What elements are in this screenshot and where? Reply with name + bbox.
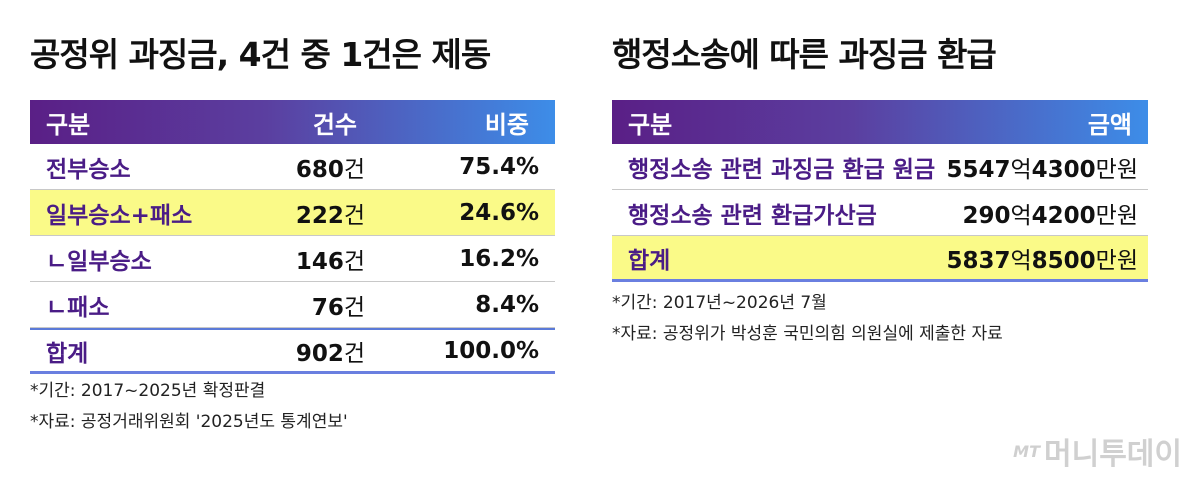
- row-label: ㄴ패소: [46, 294, 110, 321]
- right-notes: *기간: 2017년~2026년 7월 *자료: 공정위가 박성훈 국민의힘 의…: [612, 288, 1003, 350]
- row-label: ㄴ일부승소: [46, 248, 152, 275]
- table-row: ㄴ일부승소 146건 16.2%: [30, 236, 555, 282]
- right-table: 구분 금액 행정소송 관련 과징금 환급 원금 5547억4300만원 행정소송…: [612, 100, 1148, 282]
- row-count: 76건: [311, 294, 365, 321]
- header-amount: 금액: [1087, 110, 1132, 139]
- right-table-header: 구분 금액: [612, 100, 1148, 144]
- row-count: 146건: [295, 248, 365, 275]
- total-label: 합계: [46, 340, 89, 367]
- row-count: 222건: [295, 202, 365, 229]
- row-label: 합계: [628, 247, 671, 274]
- row-ratio: 24.6%: [459, 199, 539, 226]
- row-label: 일부승소+패소: [46, 202, 193, 229]
- row-ratio: 75.4%: [459, 153, 539, 180]
- row-ratio: 8.4%: [475, 291, 539, 318]
- note-source: *자료: 공정거래위원회 '2025년도 통계연보': [30, 412, 348, 432]
- logo-text: 머니투데이: [1044, 437, 1182, 472]
- table-row: 전부승소 680건 75.4%: [30, 144, 555, 190]
- left-table-header: 구분 건수 비중: [30, 100, 555, 144]
- table-row: 행정소송 관련 과징금 환급 원금 5547억4300만원: [612, 144, 1148, 190]
- right-title: 행정소송에 따른 과징금 환급: [612, 35, 997, 74]
- table-row: 일부승소+패소 222건 24.6%: [30, 190, 555, 236]
- note-period: *기간: 2017~2025년 확정판결: [30, 381, 266, 401]
- total-row: 합계 5837억8500만원: [612, 236, 1148, 282]
- publisher-logo: MT 머니투데이: [1013, 429, 1182, 473]
- total-count: 902건: [295, 340, 365, 367]
- total-row: 합계 902건 100.0%: [30, 328, 555, 374]
- total-ratio: 100.0%: [443, 337, 539, 364]
- row-label: 행정소송 관련 환급가산금: [628, 202, 877, 229]
- note-period: *기간: 2017년~2026년 7월: [612, 293, 827, 313]
- header-category: 구분: [628, 110, 673, 139]
- row-amount: 290억4200만원: [962, 202, 1138, 229]
- header-category: 구분: [46, 110, 91, 139]
- row-amount: 5547억4300만원: [946, 156, 1138, 183]
- left-notes: *기간: 2017~2025년 확정판결 *자료: 공정거래위원회 '2025년…: [30, 376, 348, 438]
- row-label: 전부승소: [46, 156, 131, 183]
- row-ratio: 16.2%: [459, 245, 539, 272]
- note-source: *자료: 공정위가 박성훈 국민의힘 의원실에 제출한 자료: [612, 324, 1003, 344]
- row-amount: 5837억8500만원: [946, 247, 1138, 274]
- header-ratio: 비중: [484, 110, 529, 139]
- row-count: 680건: [295, 156, 365, 183]
- table-row: ㄴ패소 76건 8.4%: [30, 282, 555, 328]
- header-count: 건수: [312, 110, 357, 139]
- left-table: 구분 건수 비중 전부승소 680건 75.4% 일부승소+패소 222건 24…: [30, 100, 555, 374]
- row-label: 행정소송 관련 과징금 환급 원금: [628, 156, 936, 183]
- table-row: 행정소송 관련 환급가산금 290억4200만원: [612, 190, 1148, 236]
- logo-mark: MT: [1013, 441, 1040, 461]
- left-title: 공정위 과징금, 4건 중 1건은 제동: [30, 35, 491, 74]
